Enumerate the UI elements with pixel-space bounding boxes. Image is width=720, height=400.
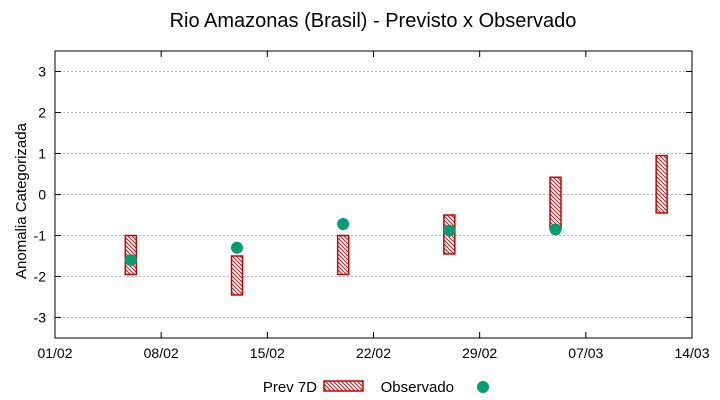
y-tick-label: 3	[38, 64, 46, 80]
x-tick-label: 15/02	[250, 345, 285, 361]
x-tick-label: 29/02	[462, 345, 497, 361]
observed-point	[124, 254, 137, 267]
y-tick-label: -1	[34, 228, 47, 244]
observed-point	[231, 241, 243, 254]
chart-title: Rio Amazonas (Brasil) - Previsto x Obser…	[170, 10, 577, 32]
observed-point	[443, 224, 456, 237]
y-tick-label: 2	[38, 105, 46, 121]
x-tick-label: 01/02	[37, 345, 72, 361]
legend-observed-swatch	[477, 381, 489, 393]
forecast-range-bar	[549, 176, 562, 231]
plot-border	[54, 50, 693, 339]
observed-point	[549, 223, 562, 236]
y-axis-label: Anomalia Categorizada	[13, 122, 30, 279]
observed-point	[337, 218, 350, 231]
x-tick-label: 14/03	[674, 345, 709, 361]
forecast-range-bar	[230, 255, 244, 296]
x-tick-label: 07/03	[568, 345, 603, 361]
legend: Prev 7D Observado	[263, 379, 489, 396]
forecast-series	[124, 154, 668, 296]
grid	[55, 71, 692, 318]
legend-forecast-label: Prev 7D	[263, 379, 317, 396]
x-tick-label: 08/02	[144, 345, 179, 361]
observed-series	[124, 218, 562, 267]
legend-forecast-swatch	[323, 380, 364, 392]
forecast-range-bar	[336, 234, 350, 276]
y-tick-label: 0	[38, 187, 46, 203]
y-tick-label: -2	[34, 269, 47, 285]
forecast-range-bar	[655, 154, 668, 214]
axes: -3 -2 -1 0 1 2 3 01/02 08/02 15/02 22/02 29/02 07/03…	[34, 50, 710, 361]
legend-observed-label: Observado	[381, 379, 454, 396]
x-tick-label: 22/02	[356, 345, 391, 361]
y-tick-label: -3	[34, 310, 47, 326]
y-tick-label: 1	[38, 146, 46, 162]
